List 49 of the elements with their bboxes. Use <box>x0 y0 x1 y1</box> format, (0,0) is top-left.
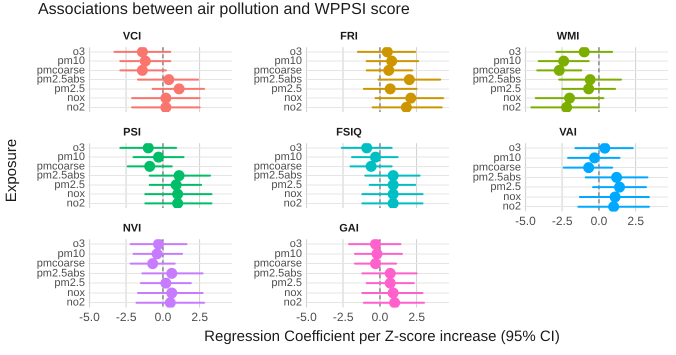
y-tick-label: o3 <box>508 46 521 58</box>
x-tick-label: -5.0 <box>515 214 536 228</box>
chart-title: PSI <box>123 126 141 139</box>
x-tick-label: -2.5 <box>552 214 573 228</box>
chart-title: NVI <box>122 222 142 235</box>
y-tick-label: nox <box>284 286 302 299</box>
y-tick-label: pm2.5 <box>490 181 521 194</box>
y-tick-label: pm2.5abs <box>254 267 302 280</box>
chart-title: FRI <box>340 30 358 43</box>
y-tick-label: pm10 <box>274 248 302 260</box>
chart-title: VAI <box>559 126 577 139</box>
x-tick-label: -5.0 <box>296 310 318 324</box>
chart-title: VCI <box>122 30 142 43</box>
y-tick-label: o3 <box>290 142 302 154</box>
y-tick-label: pm2.5abs <box>36 267 86 280</box>
x-tick-label: 0.0 <box>154 310 172 324</box>
x-tick-label: 2.5 <box>627 214 644 228</box>
chart-title: FSIQ <box>336 126 362 139</box>
y-tick-label: nox <box>503 190 522 203</box>
x-tick-label: 0.0 <box>372 310 389 324</box>
y-tick-label: nox <box>67 286 86 299</box>
x-axis-title: Regression Coefficient per Z-score increase (95% CI) <box>203 328 561 345</box>
y-tick-label: no2 <box>502 200 521 213</box>
x-tick-label: -2.5 <box>332 310 354 324</box>
y-tick-label: pm10 <box>493 152 521 164</box>
x-tick-label: 0.0 <box>590 214 608 228</box>
y-tick-label: pmcoarse <box>254 258 302 270</box>
y-tick-label: pm2.5abs <box>472 171 522 184</box>
y-tick-label: o3 <box>72 238 85 250</box>
x-tick-label: 2.5 <box>408 310 426 324</box>
chart-title: WMI <box>556 30 580 43</box>
y-tick-label: no2 <box>284 296 302 309</box>
x-tick-label: 2.5 <box>191 310 208 324</box>
y-tick-label: pmcoarse <box>36 258 85 270</box>
y-tick-label: o3 <box>72 46 85 58</box>
y-axis-title: Exposure <box>4 138 20 202</box>
x-tick-label: -2.5 <box>116 310 137 324</box>
y-tick-label: pmcoarse <box>472 162 521 174</box>
y-tick-label: pm2.5 <box>54 277 85 290</box>
text: Associations between air pollution and WPPSI score <box>38 1 411 19</box>
y-tick-label: o3 <box>72 142 85 154</box>
x-tick-label: -5.0 <box>79 310 100 324</box>
y-tick-label: no2 <box>66 296 85 309</box>
y-tick-label: pm2.5 <box>271 277 302 290</box>
y-tick-label: o3 <box>290 238 302 250</box>
y-tick-label: pm10 <box>57 248 85 260</box>
y-tick-label: o3 <box>290 46 302 58</box>
chart-title: GAI <box>339 222 359 235</box>
y-tick-label: o3 <box>508 142 521 154</box>
